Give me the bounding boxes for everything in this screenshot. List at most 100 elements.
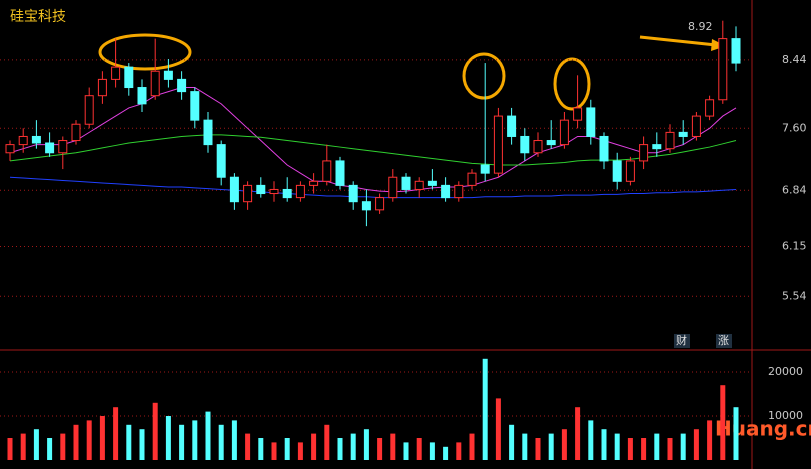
- candle-body: [454, 184, 464, 199]
- volume-bar: [588, 420, 594, 460]
- highlight-ellipse: [462, 52, 506, 100]
- volume-bar: [258, 438, 264, 460]
- candle-body: [322, 160, 332, 182]
- candle-body: [309, 180, 319, 186]
- watermark: Huang.cn: [715, 417, 811, 441]
- volume-bar: [707, 420, 713, 460]
- volume-bar: [86, 420, 92, 460]
- volume-bar: [311, 433, 317, 460]
- volume-bar: [627, 438, 633, 460]
- volume-bar: [165, 416, 171, 460]
- volume-bar: [179, 424, 185, 460]
- candle-body: [177, 78, 187, 93]
- candle-body: [282, 188, 292, 199]
- volume-bar: [20, 433, 26, 460]
- volume-bar: [693, 429, 699, 460]
- volume-bar: [126, 424, 132, 460]
- button[interactable]: [716, 334, 732, 348]
- candle-body: [625, 160, 635, 182]
- candle-body: [718, 38, 728, 101]
- candle-body: [507, 115, 517, 137]
- candle-body: [375, 197, 385, 211]
- candle-body: [269, 188, 279, 195]
- candle-body: [45, 142, 55, 154]
- volume-bar: [456, 442, 462, 460]
- candle-body: [335, 160, 345, 186]
- candle-body: [586, 107, 596, 137]
- volume-bar: [7, 438, 13, 460]
- chart-title: 硅宝科技: [10, 9, 66, 25]
- volume-bar: [614, 433, 620, 460]
- candle-body: [229, 176, 239, 203]
- volume-bar: [139, 429, 145, 460]
- volume-bar: [47, 438, 53, 460]
- volume-bar: [297, 442, 303, 460]
- y-tick-label: 10000: [768, 409, 803, 422]
- candle-body: [427, 180, 437, 186]
- button-label[interactable]: 涨: [718, 334, 729, 347]
- volume-bar: [561, 429, 567, 460]
- volume-bar: [192, 420, 198, 460]
- volume-bar: [33, 429, 39, 460]
- candle-body: [546, 140, 556, 146]
- button-label[interactable]: 财: [676, 333, 687, 347]
- candle-body: [216, 144, 226, 178]
- candle-body: [533, 140, 543, 154]
- y-tick-label: 20000: [768, 365, 803, 378]
- volume-bar: [548, 433, 554, 460]
- candle-body: [5, 144, 15, 154]
- volume-bar: [522, 433, 528, 460]
- y-tick-label: 6.15: [782, 240, 807, 253]
- candle-body: [84, 95, 94, 125]
- candle-body: [678, 131, 688, 137]
- volume-bar: [680, 433, 686, 460]
- moving-average-line: [9, 87, 737, 193]
- candle-body: [150, 70, 160, 97]
- candle-body: [520, 135, 530, 154]
- volume-bar: [377, 438, 383, 460]
- candle-body: [573, 107, 583, 121]
- volume-bar: [535, 438, 541, 460]
- candle-body: [639, 144, 649, 162]
- volume-bar: [641, 438, 647, 460]
- candle-body: [71, 123, 81, 142]
- candle-body: [137, 87, 147, 105]
- volume-bar: [350, 433, 356, 460]
- volume-bar: [245, 433, 251, 460]
- candle-body: [295, 184, 305, 199]
- candle-body: [705, 99, 715, 117]
- candle-body: [58, 140, 68, 154]
- candle-body: [243, 184, 253, 203]
- candle-body: [203, 119, 213, 146]
- volume-bar: [429, 442, 435, 460]
- volume-bar: [60, 433, 66, 460]
- y-tick-label: 8.44: [782, 53, 807, 66]
- y-tick-label: 6.84: [782, 183, 807, 196]
- arrow-shaft: [639, 35, 717, 47]
- candle-body: [256, 184, 266, 195]
- volume-bar: [720, 385, 726, 460]
- button[interactable]: [674, 334, 690, 348]
- candle-body: [731, 38, 741, 64]
- highlight-ellipse: [553, 57, 591, 111]
- volume-bar: [443, 446, 449, 460]
- volume-bar: [152, 402, 158, 460]
- candle-body: [493, 115, 503, 174]
- volume-bar: [284, 438, 290, 460]
- volume-bar: [495, 398, 501, 460]
- candle-body: [691, 115, 701, 137]
- volume-bar: [509, 424, 515, 460]
- candle-body: [97, 78, 107, 97]
- highlight-ellipse: [98, 33, 192, 71]
- candle-body: [467, 172, 477, 186]
- volume-bar: [390, 433, 396, 460]
- candle-body: [124, 66, 134, 89]
- candle-body: [414, 180, 424, 190]
- volume-bar: [416, 438, 422, 460]
- candle-body: [599, 135, 609, 162]
- candle-body: [441, 184, 451, 199]
- volume-bar: [113, 407, 119, 460]
- candle-body: [559, 119, 569, 146]
